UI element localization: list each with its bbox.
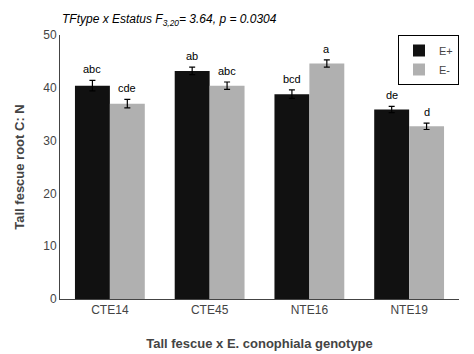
svg-text:d: d [424, 106, 430, 118]
svg-text:abc: abc [218, 65, 236, 77]
svg-text:40: 40 [43, 81, 57, 95]
svg-text:10: 10 [43, 239, 57, 253]
svg-text:a: a [323, 43, 330, 55]
svg-text:NTE19: NTE19 [390, 303, 428, 317]
svg-text:cde: cde [118, 82, 136, 94]
svg-text:NTE16: NTE16 [291, 303, 329, 317]
svg-text:TFtype x Estatus F​3,20​= 3.64: TFtype x Estatus F​3,20​= 3.64, p = 0.03… [62, 12, 277, 28]
svg-text:20: 20 [43, 187, 57, 201]
svg-text:Tall fescue x E. conophiala ge: Tall fescue x E. conophiala genotype [146, 336, 373, 351]
svg-text:30: 30 [43, 134, 57, 148]
svg-text:abc: abc [83, 63, 101, 75]
svg-text:ab: ab [186, 50, 198, 62]
svg-text:de: de [386, 89, 398, 101]
svg-text:E-: E- [439, 64, 450, 76]
svg-text:CTE45: CTE45 [191, 303, 229, 317]
svg-text:CTE14: CTE14 [91, 303, 129, 317]
svg-text:Tall fescue root C: N: Tall fescue root C: N [12, 104, 27, 229]
svg-text:bcd: bcd [283, 73, 301, 85]
svg-text:50: 50 [43, 28, 57, 42]
svg-text:E+: E+ [439, 45, 453, 57]
svg-text:0: 0 [50, 292, 57, 306]
